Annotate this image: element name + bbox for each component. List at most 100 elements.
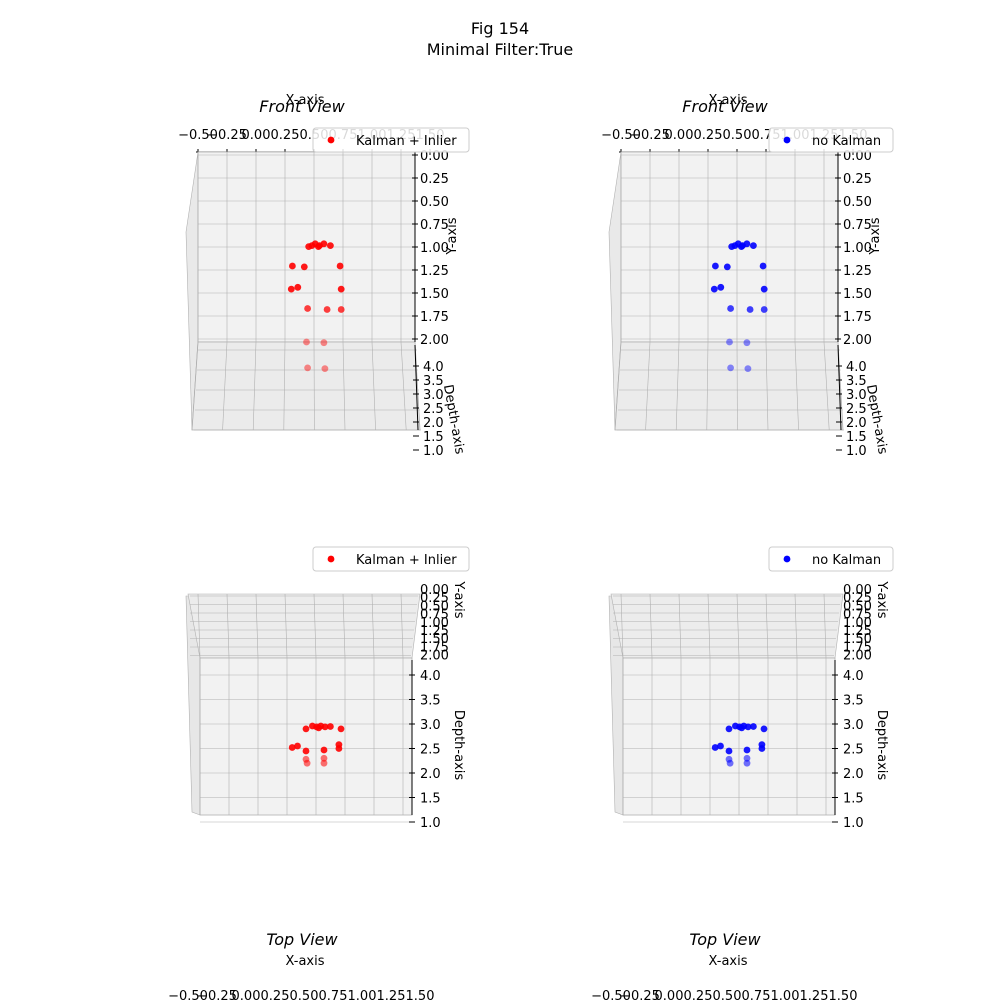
gridline (823, 341, 830, 431)
y-tick-label: 0.50 (843, 599, 872, 614)
suptitle-line-1: Fig 154 (471, 19, 529, 38)
data-point (320, 746, 328, 754)
data-point (738, 724, 746, 732)
data-point (304, 305, 311, 312)
data-point (760, 306, 768, 313)
x-tick-label: −0.50 (601, 128, 641, 143)
legend-label: no Kalman (812, 134, 881, 149)
x-tick-label: −0.25 (620, 989, 660, 1000)
z-tick-label: 1.5 (423, 430, 444, 445)
data-point (335, 745, 343, 752)
y-tick-label: 1.00 (843, 241, 872, 256)
data-point (300, 263, 308, 271)
z-tick-label: 4.0 (843, 669, 864, 684)
z-tick-label: 3.5 (843, 694, 864, 709)
floor-pane (199, 657, 413, 816)
gridline (765, 341, 769, 431)
x-tick-label: 0.00 (655, 989, 684, 1000)
data-point (320, 759, 328, 767)
gridline (283, 341, 286, 431)
x-tick-label: 0.00 (665, 128, 694, 143)
data-point (725, 747, 733, 755)
x-axis-label: X-axis (709, 93, 748, 108)
x-tick-label: −0.25 (207, 128, 247, 143)
y-tick-label: 1.25 (843, 264, 872, 279)
y-tick-label: 1.00 (843, 616, 872, 631)
x-tick-label: 0.75 (319, 989, 348, 1000)
z-tick-label: 3.0 (420, 718, 441, 733)
y-tick-label: 1.75 (420, 310, 449, 325)
x-tick-label: 0.25 (694, 128, 723, 143)
y-tick-label: 1.25 (420, 264, 449, 279)
z-tick-label: 1.0 (423, 444, 444, 459)
data-point (746, 306, 754, 313)
data-point (725, 725, 733, 733)
x-tick-label: 1.50 (829, 989, 858, 1000)
x-tick-label: 0.50 (290, 989, 319, 1000)
legend-box (312, 127, 470, 153)
z-tick-label: 1.0 (846, 444, 867, 459)
x-tick-label: 0.25 (271, 128, 300, 143)
data-point (759, 262, 767, 270)
z-tick-label: 2.5 (846, 402, 867, 417)
y-tick-label: 2.00 (420, 649, 449, 664)
y-tick-label: 0.50 (420, 599, 449, 614)
y-tick-label: 0.50 (420, 195, 449, 210)
back-pane (610, 593, 844, 659)
x-tick-label: −0.50 (591, 989, 631, 1000)
z-tick-label: 1.5 (843, 792, 864, 807)
data-point (743, 759, 751, 767)
data-point (323, 306, 331, 313)
x-tick-label: −0.50 (168, 989, 208, 1000)
legend-box (312, 546, 470, 572)
z-tick-label: 4.0 (420, 669, 441, 684)
legend-box (768, 127, 894, 153)
legend-box (768, 546, 894, 572)
back-pane (187, 593, 421, 659)
y-tick-label: 0.75 (420, 218, 449, 233)
x-tick-label: −0.25 (197, 989, 237, 1000)
z-tick-label: 2.0 (843, 767, 864, 782)
y-tick-label: 0.50 (843, 195, 872, 210)
legend-marker (327, 555, 335, 563)
z-axis-label: Depth-axis (451, 710, 466, 781)
y-axis-label: Y-axis (874, 580, 889, 618)
data-point (320, 754, 328, 762)
y-tick-label: 1.50 (843, 632, 872, 647)
z-tick-label: 2.5 (843, 743, 864, 758)
x-tick-label: −0.25 (630, 128, 670, 143)
gridline (252, 341, 257, 431)
y-axis-label: Y-axis (451, 580, 466, 618)
data-point (320, 339, 328, 347)
data-point (727, 364, 734, 372)
y-axis-label: Y-axis (445, 217, 460, 255)
z-axis-line (414, 344, 419, 431)
y-tick-label: 0.25 (843, 172, 872, 187)
data-point (717, 742, 724, 750)
gridline (614, 341, 622, 431)
x-axis-label: X-axis (286, 954, 325, 969)
x-tick-label: 0.50 (713, 989, 742, 1000)
y-tick-label: 0.00 (420, 149, 449, 164)
x-tick-label: 0.25 (684, 989, 713, 1000)
z-axis-label: Depth-axis (440, 383, 467, 455)
data-point (320, 240, 328, 248)
data-point (337, 306, 345, 313)
data-point (321, 365, 329, 372)
gridline (400, 341, 407, 431)
x-tick-label: 0.00 (232, 989, 261, 1000)
data-point (337, 285, 345, 293)
z-axis-label: Depth-axis (874, 710, 889, 781)
z-tick-label: 3.0 (423, 388, 444, 403)
data-point (726, 759, 734, 767)
legend-label: Kalman + Inlier (356, 553, 457, 568)
x-axis-label: X-axis (286, 93, 325, 108)
data-point (303, 759, 311, 767)
gridline (222, 341, 228, 431)
z-tick-label: 1.0 (843, 816, 864, 831)
z-tick-label: 3.0 (846, 388, 867, 403)
data-point (305, 243, 313, 251)
